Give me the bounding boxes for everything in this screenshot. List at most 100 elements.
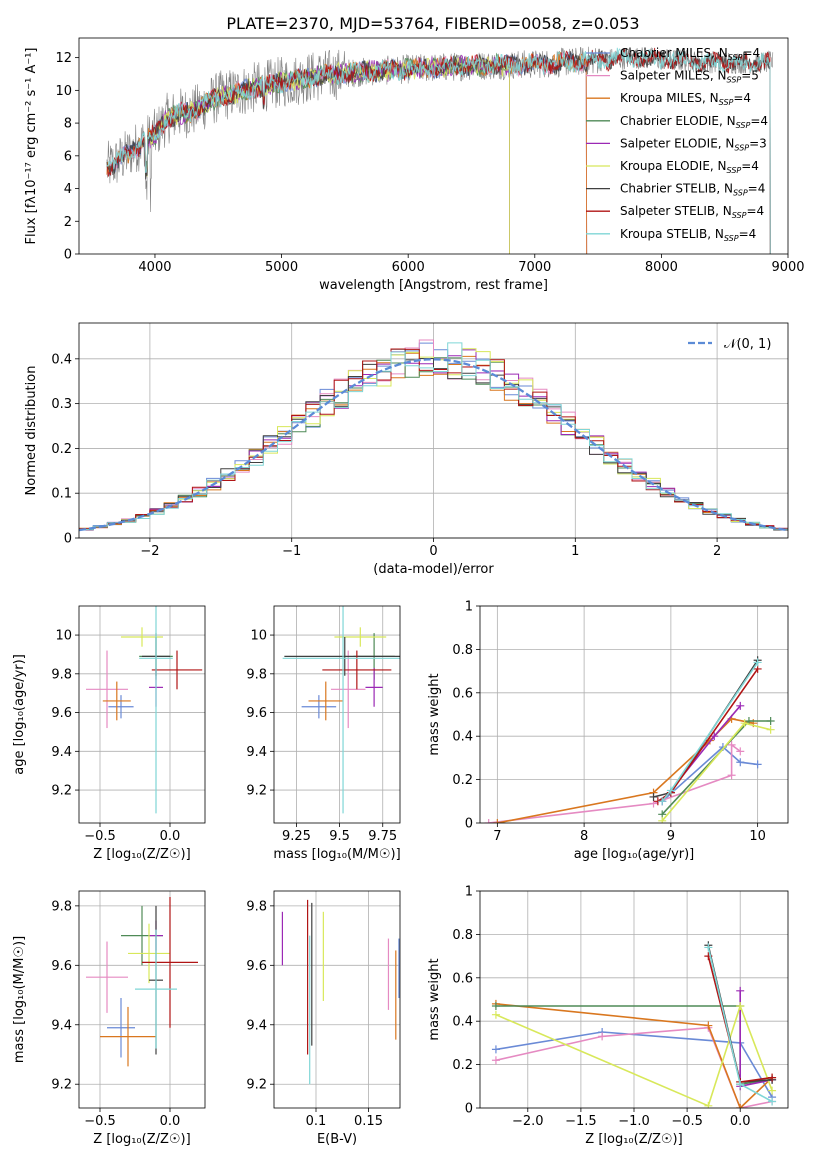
model-spectrum-line: [144, 52, 510, 254]
y-tick-label: 9.4: [51, 745, 72, 760]
weight-point-marker: [491, 1010, 500, 1019]
y-tick-label: 0: [465, 817, 473, 832]
x-tick-label: 1: [571, 544, 579, 559]
x-tick-label: 7000: [518, 260, 551, 275]
legend-entry-label: Kroupa ELODIE, NSSP=4: [620, 159, 759, 175]
x-tick-label: −2.0: [512, 1114, 544, 1129]
y-tick-label: 9.6: [51, 959, 72, 974]
weight-series-line: [495, 1003, 773, 1107]
x-tick-label: 8: [580, 829, 588, 844]
x-tick-label: 9.5: [329, 829, 350, 844]
legend-entry-label: Chabrier STELIB, NSSP=4: [620, 182, 765, 198]
x-tick-label: 9.75: [368, 829, 397, 844]
weight-point-marker: [658, 797, 667, 806]
x-tick-label: 0.1: [306, 1114, 327, 1129]
axes-frame: [479, 605, 789, 824]
y-tick-label: 9.6: [246, 959, 267, 974]
weight-point-marker: [727, 740, 736, 749]
y-tick-label: 9.4: [51, 1018, 72, 1033]
weight-point-marker: [736, 758, 745, 767]
axes-frame: [78, 37, 789, 255]
legend-entry-label: Chabrier ELODIE, NSSP=4: [620, 114, 768, 130]
legend-entry-label: 𝒩(0, 1): [724, 337, 771, 352]
axes-frame: [479, 890, 789, 1109]
weight-point-marker: [768, 1086, 777, 1095]
y-tick-label: 2: [64, 215, 72, 230]
weight-point-marker: [753, 760, 762, 769]
y-axis-label: mass [log₁₀(M/M☉)]: [12, 936, 27, 1063]
y-axis-label: age [log₁₀(age/yr)]: [12, 654, 27, 775]
weight-point-marker: [736, 1104, 745, 1108]
weight-point-marker: [704, 943, 713, 952]
weight-point-marker: [704, 1021, 713, 1030]
y-tick-label: 9.4: [246, 1018, 267, 1033]
y-tick-label: 9.2: [51, 1078, 72, 1093]
y-tick-label: 4: [64, 182, 72, 197]
y-tick-label: 1: [465, 885, 473, 900]
weight-point-marker: [491, 1002, 500, 1011]
y-axis-label: Flux [fλ10⁻¹⁷ erg cm⁻² s⁻¹ A⁻¹]: [24, 48, 39, 245]
weight-point-marker: [736, 1080, 745, 1089]
y-tick-label: 9.8: [246, 667, 267, 682]
weight-point-marker: [658, 816, 667, 823]
y-tick-label: 12: [55, 51, 72, 66]
x-tick-label: −2: [140, 544, 159, 559]
x-tick-label: 0.0: [160, 1114, 181, 1129]
weight-point-marker: [710, 732, 719, 741]
y-tick-label: 1: [465, 600, 473, 615]
y-axis-label: mass weight: [427, 673, 442, 755]
weight-point-marker: [484, 819, 493, 823]
y-tick-label: 0.4: [51, 352, 72, 367]
weight_vs_Z-plot-area: [491, 941, 777, 1108]
y-tick-label: 0: [64, 532, 72, 547]
x-tick-label: 8000: [645, 260, 678, 275]
normal-curve: [79, 358, 788, 532]
weight-series-line: [661, 661, 759, 802]
y-tick-label: 6: [64, 149, 72, 164]
x-tick-label: 0.0: [160, 829, 181, 844]
model-spectrum-line: [144, 55, 510, 254]
x-tick-label: −1: [282, 544, 301, 559]
x-tick-label: −0.5: [671, 1114, 703, 1129]
weight_vs_age-axes: 7 8 9 10 0 0.2 0.4 0.6 0.8 1 age [log₁₀(age/yr)] ma…: [427, 600, 789, 862]
legend-entry-label: Salpeter MILES, NSSP=5: [620, 69, 759, 85]
x-tick-label: −1.5: [565, 1114, 597, 1129]
y-tick-label: 0.2: [452, 1058, 473, 1073]
weight-point-marker: [766, 717, 775, 726]
figure-title: PLATE=2370, MJD=53764, FIBERID=0058, z=0…: [226, 14, 639, 33]
x-tick-label: 7: [493, 829, 501, 844]
residuals-plot-area: [79, 339, 788, 532]
age_vs_Z-axes: −0.5 0.0 9.2 9.4 9.6 9.8 10 Z [log₁₀(Z/Z☉)] age …: [12, 605, 206, 862]
y-tick-label: 9.2: [246, 784, 267, 799]
weight-point-marker: [491, 1056, 500, 1065]
axes-frame: [78, 890, 206, 1109]
model-spectrum-line: [106, 52, 588, 254]
weight-series-line: [661, 745, 758, 802]
x-axis-label: age [log₁₀(age/yr)]: [574, 847, 695, 862]
weight-series-line: [739, 990, 773, 1088]
y-tick-label: 0.4: [452, 1015, 473, 1030]
y-tick-label: 9.2: [51, 784, 72, 799]
x-tick-label: 0.0: [730, 1114, 751, 1129]
weight-series-line: [488, 743, 741, 823]
y-tick-label: 10: [55, 84, 72, 99]
y-tick-label: 9.8: [51, 667, 72, 682]
weight-point-marker: [649, 792, 658, 801]
mass_vs_ebv-plot-area: [281, 899, 400, 1085]
spectrum-axes: 4000 5000 6000 7000 8000 9000 0 2 4 6 8 10 12 Chabrie…: [24, 37, 805, 293]
mass_vs_ebv-axes: 0.1 0.15 9.2 9.4 9.6 9.8 E(B-V): [246, 890, 401, 1147]
age_vs_mass-axes: 9.25 9.5 9.75 9.2 9.4 9.6 9.8 10 mass [log₁₀(M/M…: [246, 605, 401, 862]
y-tick-label: 9.8: [246, 899, 267, 914]
y-tick-label: 0.3: [51, 397, 72, 412]
weight-point-marker: [704, 1101, 713, 1108]
weight-point-marker: [727, 771, 736, 780]
y-tick-label: 9.4: [246, 745, 267, 760]
weight_vs_Z-axes: −2.0 −1.5 −1.0 −0.5 0.0 0 0.2 0.4 0.6 0.8 1 Z [log₁…: [427, 885, 789, 1147]
y-tick-label: 0.4: [452, 730, 473, 745]
y-tick-label: 0: [64, 248, 72, 263]
y-axis-label: Normed distribution: [24, 366, 39, 496]
weight-series-line: [495, 1031, 773, 1098]
y-tick-label: 0.1: [51, 487, 72, 502]
y-tick-label: 9.2: [246, 1078, 267, 1093]
